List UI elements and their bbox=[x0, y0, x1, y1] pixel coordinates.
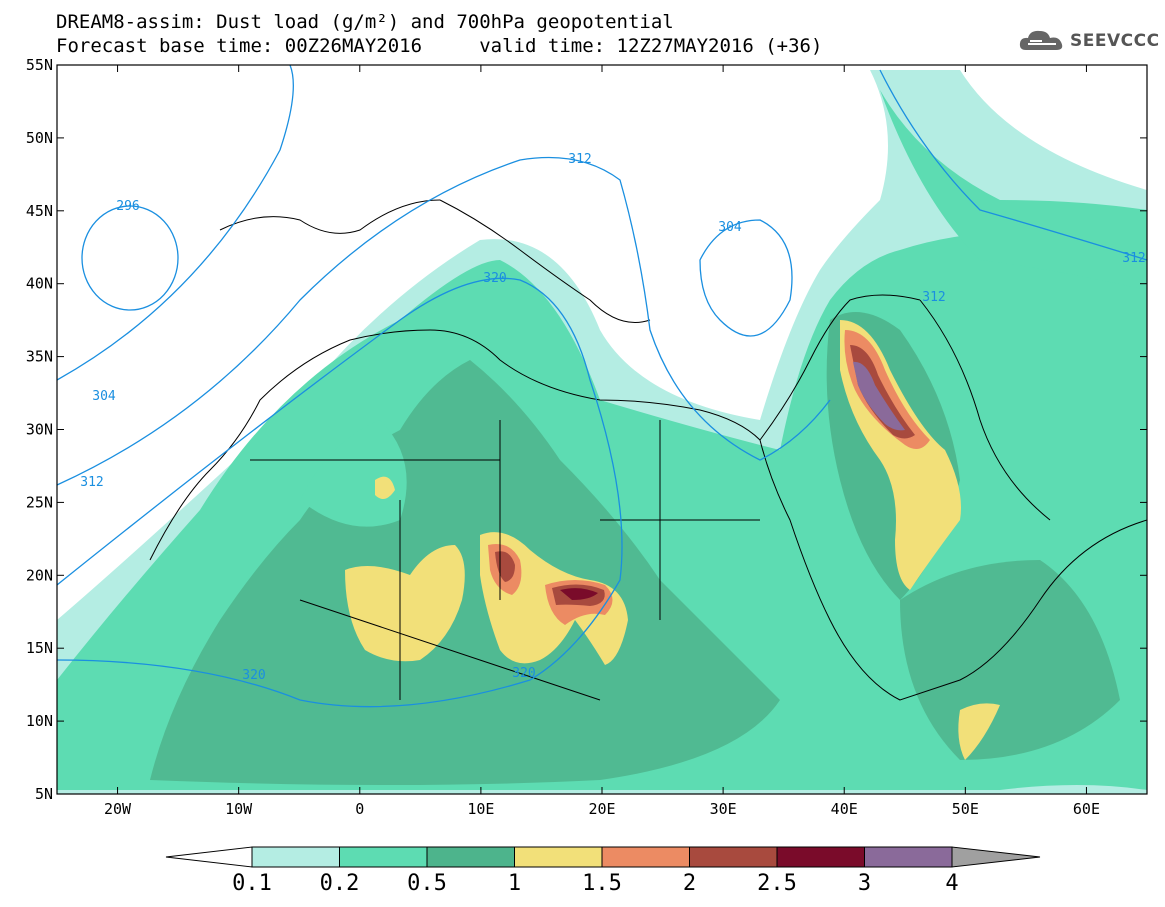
lat-tick-label: 30N bbox=[26, 421, 53, 439]
lat-tick-label: 20N bbox=[26, 566, 53, 584]
colorbar: 0.1 0.2 0.5 1 1.5 2 2.5 3 4 bbox=[165, 846, 1041, 896]
colorbar-swatch bbox=[514, 846, 603, 868]
lat-tick-label: 5N bbox=[35, 785, 53, 803]
colorbar-swatch bbox=[776, 846, 865, 868]
map-title-line1: DREAM8-assim: Dust load (g/m²) and 700hP… bbox=[56, 11, 674, 33]
lat-tick-label: 55N bbox=[26, 56, 53, 74]
contour-label: 320 bbox=[242, 668, 265, 683]
lat-tick-label: 40N bbox=[26, 275, 53, 293]
map-title-line2: Forecast base time: 00Z26MAY2016 valid t… bbox=[56, 35, 823, 57]
lon-tick-label: 10E bbox=[467, 800, 494, 818]
colorbar-level-label: 2 bbox=[683, 871, 696, 896]
lon-tick-label: 10W bbox=[225, 800, 253, 818]
colorbar-level-label: 4 bbox=[945, 871, 958, 896]
lon-tick-label: 40E bbox=[831, 800, 858, 818]
contour-label: 296 bbox=[116, 199, 139, 214]
lon-tick-label: 50E bbox=[952, 800, 979, 818]
lon-tick-label: 60E bbox=[1073, 800, 1100, 818]
colorbar-arrow-low bbox=[165, 846, 253, 868]
geopotential-contours bbox=[57, 65, 1147, 708]
colorbar-level-label: 1 bbox=[508, 871, 521, 896]
lat-tick-label: 15N bbox=[26, 639, 53, 657]
lat-tick-label: 10N bbox=[26, 712, 53, 730]
coastlines bbox=[149, 199, 1147, 701]
logo-text: SEEVCCC bbox=[1070, 31, 1160, 51]
lon-tick-label: 0 bbox=[355, 800, 364, 818]
contour-label: 312 bbox=[922, 290, 945, 305]
colorbar-arrow-high bbox=[951, 846, 1041, 868]
contour-label: 312 bbox=[568, 152, 591, 167]
colorbar-level-label: 2.5 bbox=[757, 871, 797, 896]
contour-labels: 296 304 304 312 312 312 312 320 320 320 bbox=[80, 152, 1145, 683]
colorbar-swatch bbox=[601, 846, 690, 868]
lat-tick-label: 35N bbox=[26, 348, 53, 366]
colorbar-level-label: 0.1 bbox=[232, 871, 272, 896]
colorbar-level-label: 3 bbox=[858, 871, 871, 896]
colorbar-level-label: 0.5 bbox=[407, 871, 447, 896]
lon-tick-label: 20W bbox=[104, 800, 132, 818]
lat-tick-label: 25N bbox=[26, 493, 53, 511]
contour-label: 304 bbox=[718, 220, 742, 235]
colorbar-swatch bbox=[864, 846, 953, 868]
longitude-axis: 20W 10W 0 10E 20E 30E 40E 50E 60E bbox=[104, 65, 1100, 818]
latitude-axis: 55N 50N 45N 40N 35N 30N 25N 20N 15N 10N 5N bbox=[26, 56, 1147, 803]
contour-label: 312 bbox=[80, 475, 103, 490]
contour-label: 312 bbox=[1122, 251, 1145, 266]
contour-label: 320 bbox=[512, 666, 535, 681]
lon-tick-label: 30E bbox=[710, 800, 737, 818]
cloud-icon bbox=[1019, 30, 1063, 50]
colorbar-level-label: 0.2 bbox=[320, 871, 360, 896]
lat-tick-label: 45N bbox=[26, 202, 53, 220]
seevccc-logo: SEEVCCC bbox=[1018, 28, 1160, 54]
colorbar-swatch bbox=[339, 846, 428, 868]
lon-tick-label: 20E bbox=[588, 800, 615, 818]
contour-label: 320 bbox=[483, 271, 506, 286]
colorbar-level-label: 1.5 bbox=[582, 871, 622, 896]
colorbar-swatch bbox=[251, 846, 340, 868]
lat-tick-label: 50N bbox=[26, 129, 53, 147]
colorbar-swatch bbox=[426, 846, 515, 868]
contour-label: 304 bbox=[92, 389, 116, 404]
colorbar-swatch bbox=[689, 846, 778, 868]
dust-fields bbox=[57, 70, 1147, 794]
